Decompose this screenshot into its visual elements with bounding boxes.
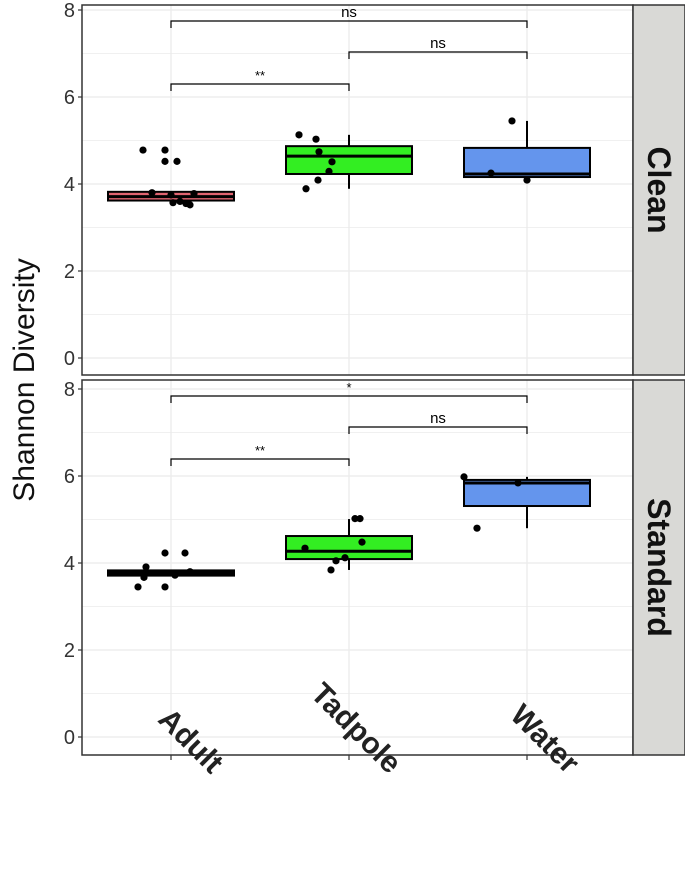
data-point (312, 135, 320, 143)
data-point (341, 554, 349, 562)
data-point (140, 573, 148, 581)
data-point (487, 169, 495, 177)
facet-strip (632, 4, 685, 376)
box-tadpole (285, 145, 413, 175)
y-tick-label: 0 (64, 348, 75, 370)
data-point (169, 199, 177, 207)
panel-background (82, 380, 633, 755)
data-point (301, 544, 309, 552)
data-point (161, 583, 169, 591)
facet-label: Standard (641, 498, 677, 637)
y-tick-label: 6 (64, 87, 75, 109)
data-point (182, 199, 190, 208)
box-tadpole (285, 535, 413, 561)
significance-label: * (346, 380, 351, 395)
data-point (473, 524, 481, 532)
data-point (161, 549, 169, 557)
significance-label: ns (430, 35, 446, 52)
data-point (161, 146, 169, 154)
data-point (328, 158, 336, 166)
panel-clean: 0 2 4 6 8 ns ns ** Clean (64, 0, 685, 376)
data-point (325, 167, 333, 175)
data-point (327, 566, 335, 574)
data-point (171, 571, 179, 579)
y-tick-label: 0 (64, 727, 75, 749)
y-tick-label: 8 (64, 379, 75, 401)
y-tick-label: 2 (64, 261, 75, 283)
data-point (295, 131, 303, 139)
y-tick-label: 4 (64, 553, 75, 575)
data-point (315, 148, 323, 156)
significance-label: ns (341, 4, 357, 21)
significance-bracket (170, 20, 528, 28)
significance-bracket (170, 395, 528, 403)
y-tick-label: 4 (64, 174, 75, 196)
data-point (176, 197, 184, 205)
data-point (139, 146, 147, 154)
data-point (302, 185, 310, 193)
data-point (514, 479, 522, 487)
y-tick-label: 6 (64, 466, 75, 488)
data-point (460, 473, 468, 481)
data-point (508, 117, 516, 125)
data-point (523, 176, 531, 184)
data-point (181, 549, 189, 557)
y-tick-label: 8 (64, 0, 75, 22)
box-water (463, 146, 591, 179)
data-point (356, 515, 364, 523)
data-point (161, 157, 169, 165)
data-point (134, 583, 142, 591)
data-point (190, 189, 198, 198)
significance-bracket (170, 83, 350, 91)
data-point (167, 191, 175, 199)
data-point (148, 189, 156, 197)
y-tick-label: 2 (64, 640, 75, 662)
significance-label: ** (255, 68, 265, 83)
y-axis-label: Shannon Diversity (8, 258, 41, 501)
significance-label: ns (430, 410, 446, 427)
data-point (142, 563, 150, 571)
data-point (314, 176, 322, 184)
data-point (186, 568, 194, 576)
panel-background (82, 5, 633, 375)
panel-standard: 0 2 4 6 8 * ns ** Standard (64, 379, 685, 756)
significance-label: ** (255, 443, 265, 458)
data-point (173, 157, 181, 165)
facet-strip (632, 379, 685, 756)
data-point (332, 557, 340, 565)
facet-label: Clean (641, 146, 677, 233)
significance-bracket (170, 458, 350, 466)
significance-bracket (348, 51, 528, 59)
data-point (358, 538, 366, 546)
significance-bracket (348, 426, 528, 434)
data-point (351, 515, 359, 523)
